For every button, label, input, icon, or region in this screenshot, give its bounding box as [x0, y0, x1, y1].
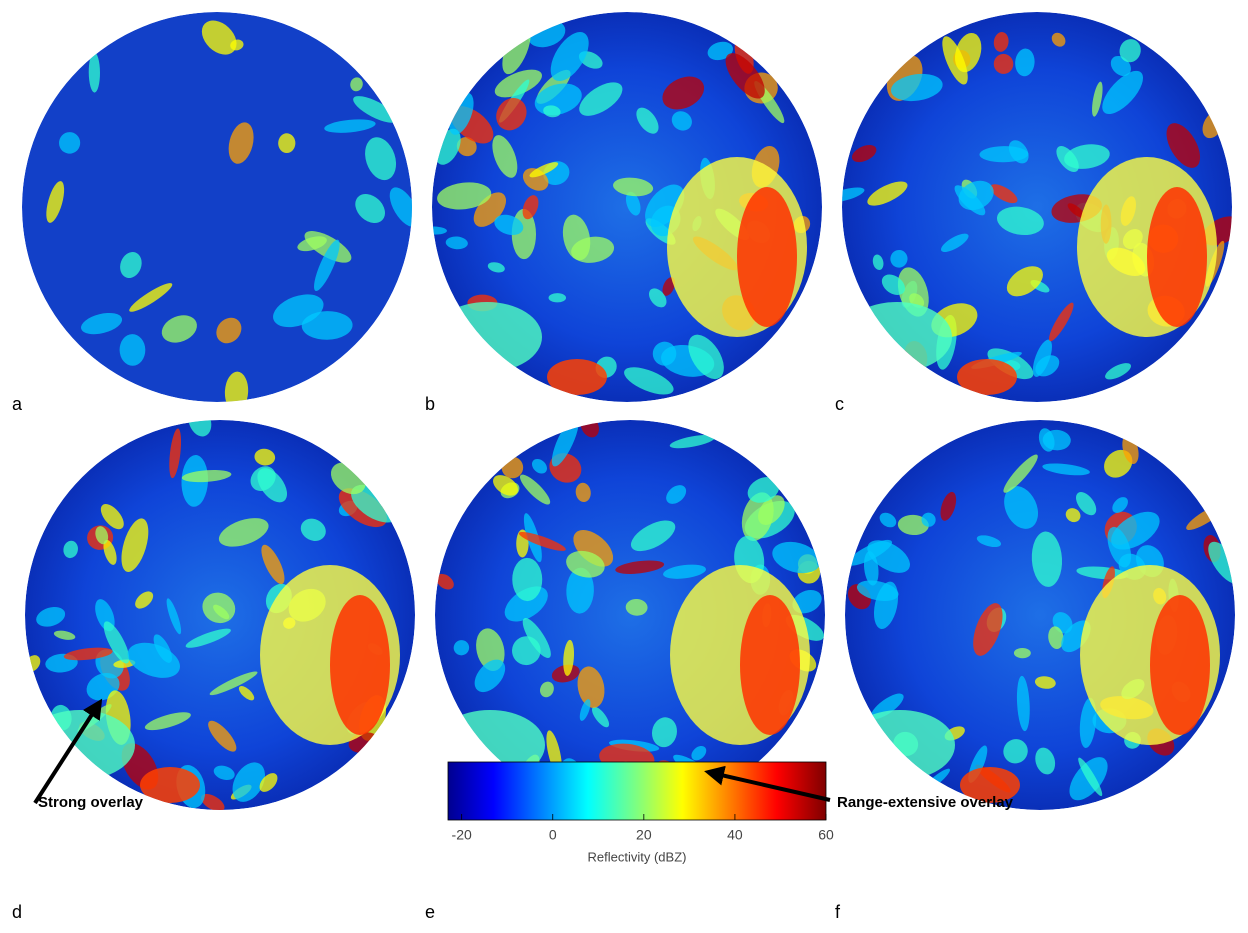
echo	[547, 359, 607, 395]
echo	[432, 302, 542, 372]
panel-label: f	[835, 902, 841, 922]
panel-label: e	[425, 902, 435, 922]
panel-label: d	[12, 902, 22, 922]
annotation: Strong overlay	[38, 794, 144, 811]
echo	[845, 710, 955, 780]
radar-image	[825, 12, 1246, 402]
colorbar-tick-label: 60	[818, 827, 834, 843]
colorbar-gradient	[448, 762, 826, 820]
radar-image	[843, 420, 1248, 810]
radar-image	[433, 412, 827, 814]
colorbar-tick-label: 0	[549, 827, 557, 843]
annotation: Range-extensive overlay	[837, 794, 1014, 811]
echo	[957, 359, 1017, 395]
echo	[737, 187, 797, 327]
echo	[1150, 595, 1210, 735]
echo	[842, 302, 952, 372]
echo	[25, 710, 135, 780]
colorbar: Reflectivity (dBZ) -20 0 20 40 60	[448, 762, 834, 864]
radar-image	[22, 402, 415, 814]
radar-image	[22, 12, 424, 412]
colorbar-tick-label: 20	[636, 827, 652, 843]
radar-background	[22, 12, 412, 402]
echo	[549, 293, 567, 302]
radar-image	[421, 12, 822, 402]
echo	[140, 767, 200, 803]
colorbar-tick-label: 40	[727, 827, 743, 843]
echo	[1147, 187, 1207, 327]
panel-label: b	[425, 394, 435, 414]
echo	[740, 595, 800, 735]
colorbar-tick-label: -20	[452, 827, 472, 843]
echo	[330, 595, 390, 735]
panel-label: c	[835, 394, 844, 414]
figure: a b c d e f Reflectivity (dBZ) -20 0 20 40 60 Str…	[0, 0, 1248, 928]
panel-label: a	[12, 394, 23, 414]
colorbar-label: Reflectivity (dBZ)	[588, 849, 687, 864]
